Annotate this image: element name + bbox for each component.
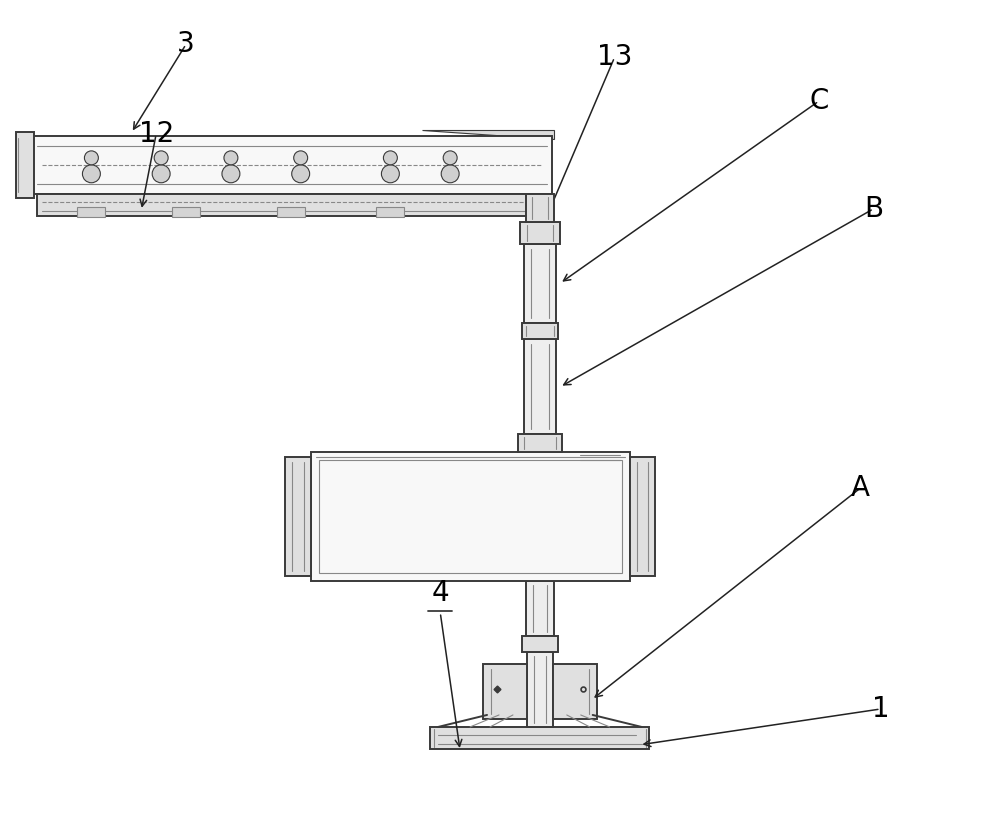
Text: 13: 13 — [597, 43, 632, 71]
Circle shape — [222, 165, 240, 182]
Polygon shape — [422, 130, 554, 139]
Bar — [16, 132, 34, 198]
Bar — [520, 222, 560, 244]
Bar — [430, 727, 649, 748]
Bar — [524, 244, 556, 323]
Bar — [311, 452, 630, 582]
Bar — [77, 207, 105, 217]
Circle shape — [84, 151, 98, 165]
Bar — [522, 323, 558, 339]
Text: 12: 12 — [139, 120, 174, 148]
Bar — [172, 207, 200, 217]
Circle shape — [294, 151, 308, 165]
Bar — [522, 636, 558, 652]
Circle shape — [224, 151, 238, 165]
Text: 1: 1 — [872, 695, 890, 723]
Circle shape — [292, 165, 310, 182]
Circle shape — [441, 165, 459, 182]
Text: A: A — [851, 474, 870, 501]
Bar — [319, 460, 622, 573]
Circle shape — [383, 151, 397, 165]
Bar — [630, 456, 655, 577]
Circle shape — [443, 151, 457, 165]
Text: C: C — [809, 87, 829, 115]
Bar — [526, 582, 554, 636]
Circle shape — [381, 165, 399, 182]
Circle shape — [154, 151, 168, 165]
Text: B: B — [864, 195, 883, 222]
Bar — [524, 339, 556, 434]
Bar — [527, 652, 553, 727]
Bar — [277, 207, 305, 217]
Text: 4: 4 — [431, 579, 449, 607]
Bar — [376, 207, 404, 217]
Bar — [483, 664, 527, 719]
Bar — [553, 664, 597, 719]
Bar — [32, 136, 552, 194]
Bar — [37, 194, 549, 216]
Bar — [518, 434, 562, 452]
Bar — [285, 456, 311, 577]
Text: 3: 3 — [177, 30, 195, 58]
Circle shape — [152, 165, 170, 182]
Circle shape — [82, 165, 100, 182]
Bar — [526, 194, 554, 222]
